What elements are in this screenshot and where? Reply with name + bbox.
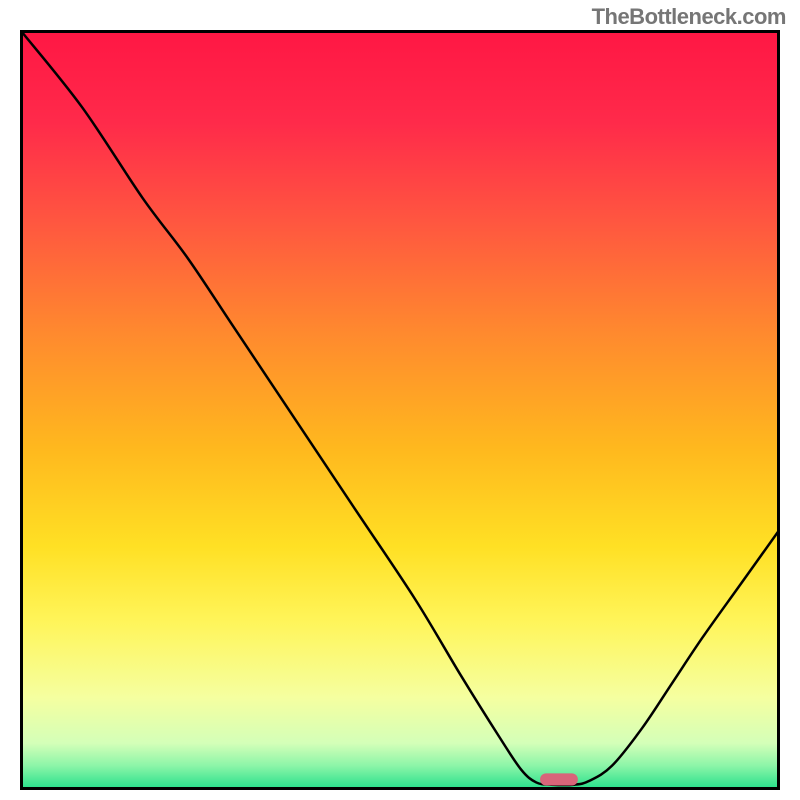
- chart-svg: [20, 30, 780, 790]
- bottleneck-chart: [20, 30, 780, 790]
- attribution-label: TheBottleneck.com: [592, 4, 786, 30]
